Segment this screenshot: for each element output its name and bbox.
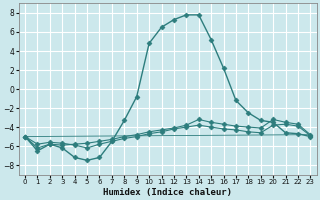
X-axis label: Humidex (Indice chaleur): Humidex (Indice chaleur) — [103, 188, 232, 197]
